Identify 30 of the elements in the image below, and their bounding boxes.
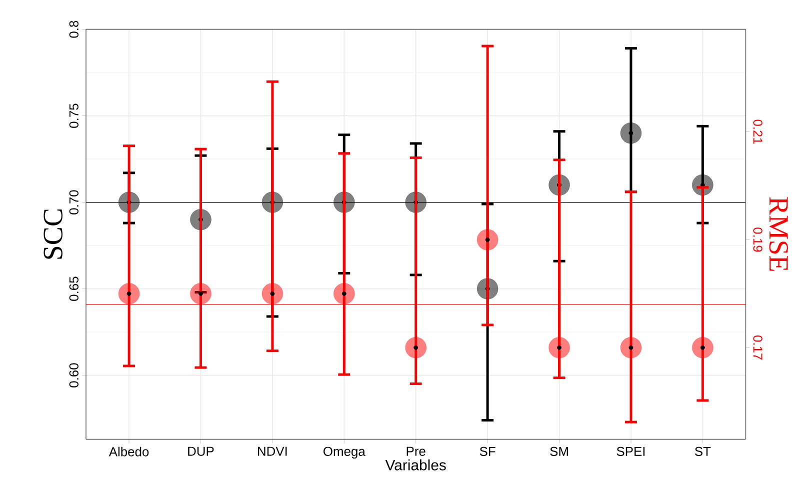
y2-axis-title: RMSE bbox=[769, 197, 788, 271]
y2-tick-label: 0.21 bbox=[753, 120, 762, 144]
y-tick-label: 0.60 bbox=[69, 363, 78, 388]
x-tick-label: Albedo bbox=[108, 446, 149, 456]
point bbox=[405, 336, 427, 358]
point bbox=[262, 282, 284, 304]
y-tick-label: 0.75 bbox=[69, 104, 78, 128]
x-tick-label: SPEI bbox=[616, 446, 645, 456]
y2-tick-label: 0.17 bbox=[753, 335, 762, 360]
y-tick-label: 0.70 bbox=[69, 190, 78, 214]
y2-tick-label: 0.19 bbox=[753, 228, 762, 252]
y-tick-label: 0.8 bbox=[69, 20, 78, 38]
point bbox=[620, 336, 642, 358]
point bbox=[476, 228, 498, 250]
point bbox=[620, 122, 642, 144]
y-tick-label: 0.65 bbox=[69, 276, 78, 301]
x-tick-label: SM bbox=[550, 446, 568, 456]
point bbox=[548, 336, 570, 358]
point bbox=[692, 336, 714, 358]
x-tick-label: DUP bbox=[188, 446, 214, 456]
x-tick-label: SF bbox=[480, 446, 496, 456]
x-tick-label: Omega bbox=[324, 446, 366, 459]
x-tick-label: NDVI bbox=[258, 446, 287, 456]
y-axis-title: SCC bbox=[44, 209, 62, 259]
point bbox=[190, 282, 212, 304]
x-tick-label: ST bbox=[694, 446, 711, 456]
point bbox=[118, 282, 140, 304]
x-axis-title: Variables bbox=[385, 459, 446, 470]
x-tick-label: Pre bbox=[406, 446, 426, 456]
point bbox=[333, 282, 355, 304]
